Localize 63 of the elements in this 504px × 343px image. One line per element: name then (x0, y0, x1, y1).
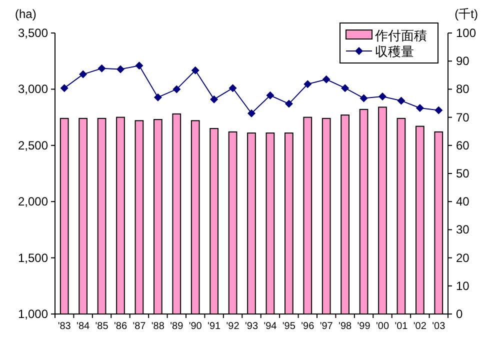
point (322, 75, 330, 84)
y-tick-label: 1,500 (18, 250, 48, 265)
point (284, 100, 293, 108)
x-tick-label: '96 (301, 321, 315, 332)
point (434, 106, 443, 114)
point (154, 93, 162, 102)
point (191, 66, 200, 74)
point (60, 84, 68, 92)
x-tick-label: '86 (114, 321, 128, 332)
y2-tick-label: 50 (456, 166, 470, 180)
y2-tick-label: 70 (456, 110, 470, 124)
x-tick-label: '03 (432, 321, 446, 332)
x-tick-label: '92 (226, 321, 240, 332)
x-tick-label: '85 (95, 321, 109, 332)
y2-tick-label: 0 (456, 307, 463, 321)
y-tick-label: 2,000 (18, 194, 48, 209)
x-tick-label: '95 (282, 321, 296, 332)
x-tick-label: '89 (170, 321, 184, 332)
x-tick-label: '93 (244, 321, 258, 332)
point (172, 85, 181, 94)
y-axis-title: (ha) (15, 7, 36, 21)
y2-tick-label: 10 (456, 278, 470, 293)
x-tick-label: '99 (357, 321, 371, 332)
x-tick-label: '90 (188, 321, 202, 332)
y2-tick-label: 30 (456, 222, 470, 237)
x-tick-label: '00 (376, 321, 390, 332)
point (266, 91, 274, 100)
y2-tick-label: 80 (456, 82, 470, 96)
x-tick-label: '94 (264, 321, 278, 332)
point (416, 104, 424, 112)
y2-tick-label: 90 (456, 54, 470, 68)
x-tick-label: '02 (413, 321, 427, 332)
x-tick-label: '87 (132, 321, 146, 332)
y2-axis-title: (千t) (454, 7, 478, 21)
x-tick-label: '91 (208, 321, 222, 332)
y2-tick-label: 100 (456, 26, 476, 40)
x-tick-label: '97 (320, 321, 334, 332)
x-tick-label: '84 (76, 321, 90, 332)
point (228, 84, 237, 92)
y-tick-label: 3,500 (18, 26, 48, 40)
point (210, 95, 218, 104)
point (116, 65, 124, 74)
x-tick-label: '01 (394, 321, 408, 332)
point (341, 84, 350, 92)
legend-label: 作付面積 (374, 28, 427, 43)
legend-label: 収穫量 (375, 44, 414, 59)
x-tick-label: '83 (58, 321, 72, 332)
y-tick-label: 2,500 (18, 138, 48, 152)
y2-tick-label: 60 (456, 138, 470, 152)
y-tick-label: 1,000 (18, 307, 48, 321)
y-tick-label: 3,000 (18, 82, 48, 96)
x-tick-label: '88 (151, 321, 165, 332)
point (248, 109, 256, 118)
y2-tick-label: 20 (456, 250, 470, 265)
x-tick-label: '98 (338, 321, 352, 332)
point (360, 94, 368, 102)
point (378, 92, 386, 101)
point (98, 64, 106, 72)
point (304, 80, 312, 88)
point (397, 96, 406, 105)
y2-tick-label: 40 (456, 194, 470, 209)
point (135, 62, 144, 70)
point (79, 70, 88, 78)
